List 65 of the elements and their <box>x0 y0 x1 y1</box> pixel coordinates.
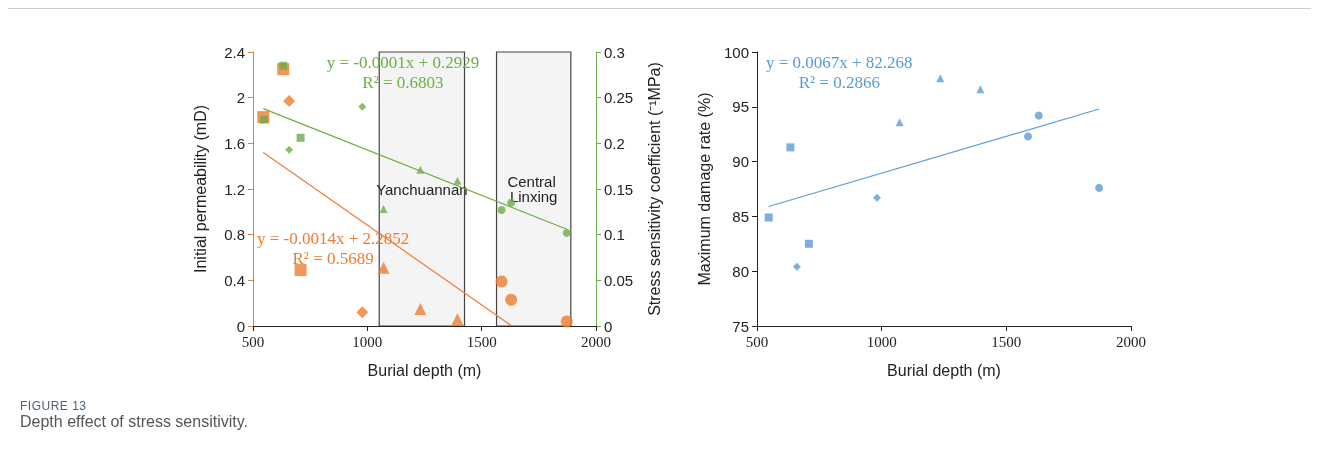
point <box>1024 132 1033 141</box>
x-tick-label: 1500 <box>991 333 1022 350</box>
x-tick-label: 2000 <box>1116 333 1146 350</box>
y-axis-title: Initial permeability (mD) <box>191 104 209 274</box>
y-tick-label: 100 <box>723 43 749 61</box>
point <box>560 315 573 328</box>
point <box>294 264 307 277</box>
point <box>377 261 390 274</box>
point <box>792 262 801 271</box>
point <box>1034 111 1043 120</box>
point <box>285 145 294 154</box>
y-tick-label: 90 <box>732 153 749 171</box>
x-tick-label: 2000 <box>581 333 611 350</box>
y2-tick-label: 0.15 <box>604 180 634 198</box>
point <box>414 302 427 315</box>
y2-tick-label: 0.05 <box>604 271 634 289</box>
x-tick-label: 1000 <box>352 333 383 350</box>
y2-tick-label: 0.25 <box>604 89 634 107</box>
point <box>505 293 518 306</box>
point <box>976 85 985 94</box>
y2-tick-label: 0.2 <box>604 134 625 152</box>
y-tick-label: 1.6 <box>224 134 245 152</box>
point <box>495 275 508 288</box>
y-tick-label: 80 <box>732 262 749 280</box>
caption: FIGURE 13 <box>20 399 88 413</box>
y-tick-label: 2.4 <box>224 43 245 61</box>
x-tick-label: 1000 <box>866 333 897 350</box>
point <box>259 115 268 124</box>
y2-tick-label: 0.3 <box>604 43 625 61</box>
y-tick-label: 1.2 <box>224 180 245 198</box>
point <box>356 306 369 319</box>
point <box>379 205 388 214</box>
point <box>872 193 881 202</box>
x-tick-label: 500 <box>241 333 265 350</box>
x-axis-title: Burial depth (m) <box>367 361 482 379</box>
point <box>358 102 367 111</box>
point <box>764 213 773 222</box>
point <box>296 133 305 142</box>
y2-axis-title: Stress sensitivity coefficient (⁻¹MPa) <box>645 62 663 316</box>
x-tick-label: 500 <box>745 333 769 350</box>
y-tick-label: 0 <box>236 317 245 335</box>
y-tick-label: 75 <box>732 317 749 335</box>
point <box>1095 183 1104 192</box>
x-tick-label: 1500 <box>466 333 497 350</box>
band-label: Central Linxing <box>507 173 560 205</box>
y-tick-label: 2 <box>236 89 245 107</box>
y-tick-label: 0.8 <box>224 226 245 244</box>
point <box>279 61 288 70</box>
annotation: y = 0.0067x + 82.268 R² = 0.2866 <box>765 53 913 93</box>
x-axis-title: Burial depth (m) <box>887 361 1001 379</box>
point <box>497 206 506 214</box>
y2-tick-label: 0 <box>604 317 613 335</box>
point <box>804 239 813 248</box>
point <box>451 313 464 326</box>
point <box>416 165 425 174</box>
y2-tick-label: 0.1 <box>604 226 625 244</box>
y-axis-title: Maximum damage rate (%) <box>695 92 713 286</box>
text: Depth effect of stress sensitivity. <box>20 413 249 431</box>
point <box>283 95 296 108</box>
point <box>562 228 571 237</box>
y-tick-label: 0.4 <box>224 271 245 289</box>
y-tick-label: 95 <box>732 98 749 116</box>
y-tick-label: 85 <box>732 207 749 225</box>
point <box>786 143 795 152</box>
point <box>895 118 904 127</box>
